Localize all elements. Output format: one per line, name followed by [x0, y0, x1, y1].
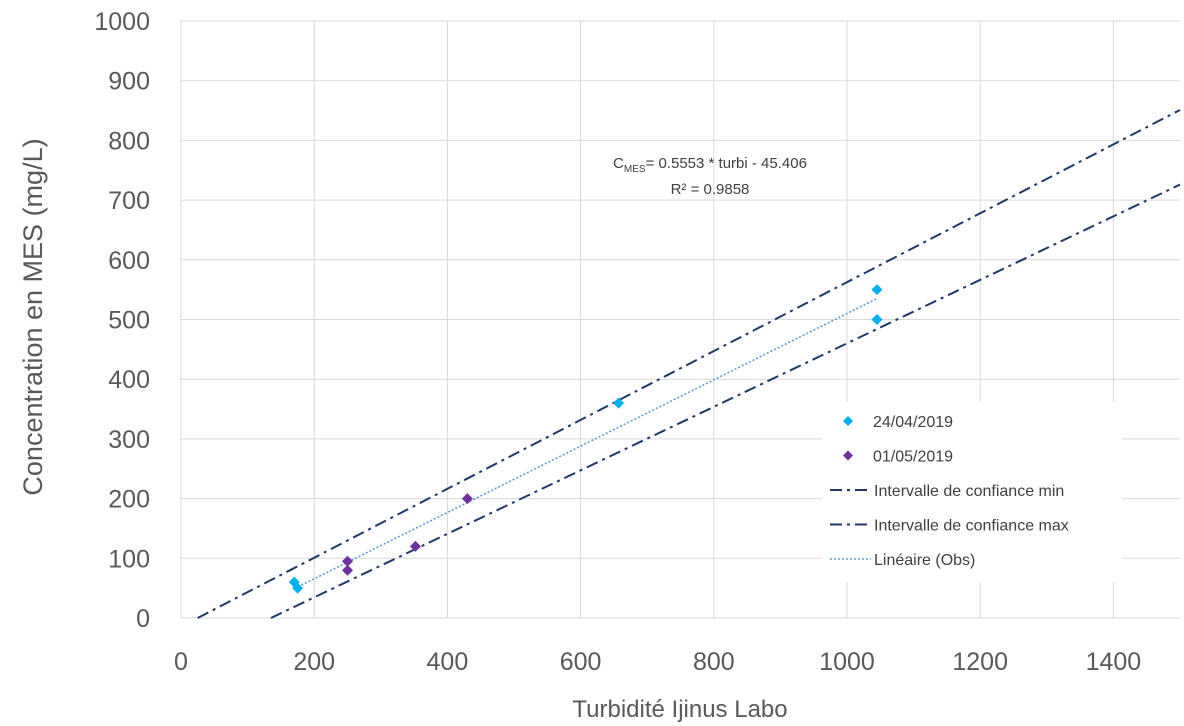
series-line-2 [197, 109, 1181, 619]
equation-subscript: MES [624, 164, 646, 175]
series-line-4 [293, 297, 878, 590]
y-tick-label: 500 [108, 307, 150, 335]
y-tick-label: 700 [108, 187, 150, 215]
y-tick-label: 1000 [94, 8, 150, 36]
data-point-series-1 [409, 540, 421, 552]
x-tick-label: 0 [174, 648, 188, 676]
x-tick-label: 800 [693, 648, 735, 676]
y-tick-label: 900 [108, 68, 150, 96]
regression-annotation: CMES= 0.5553 * turbi - 45.406 R² = 0.985… [613, 155, 807, 198]
y-tick-label: 0 [136, 605, 150, 633]
legend: 24/04/2019 01/05/2019 Intervalle de confia… [822, 402, 1122, 582]
equation-rest: = 0.5553 * turbi - 45.406 [646, 155, 807, 172]
x-tick-label: 1200 [952, 648, 1008, 676]
legend-label: 24/04/2019 [873, 414, 953, 431]
y-tick-labels: 0 100 200 300 400 500 600 700 800 900 1000 [94, 8, 150, 633]
y-tick-label: 400 [108, 366, 150, 394]
x-tick-label: 400 [427, 648, 469, 676]
series-line-3 [270, 183, 1181, 619]
legend-label: Intervalle de confiance max [874, 518, 1069, 535]
y-tick-label: 200 [108, 486, 150, 514]
legend-box [822, 402, 1122, 582]
data-point-series-0 [613, 397, 625, 409]
legend-marker [843, 416, 853, 426]
series-points [288, 284, 883, 594]
y-axis-title: Concentration en MES (mg/L) [18, 138, 48, 495]
legend-label: Intervalle de confiance min [874, 483, 1064, 500]
y-tick-label: 300 [108, 426, 150, 454]
data-point-series-0 [871, 314, 883, 325]
series-lines [197, 109, 1181, 619]
y-tick-label: 600 [108, 247, 150, 275]
legend-marker [843, 450, 853, 461]
x-tick-label: 600 [560, 648, 602, 676]
data-point-series-0 [871, 284, 883, 296]
data-point-series-1 [342, 555, 353, 567]
equation-c: C [613, 155, 624, 172]
data-point-series-1 [461, 493, 473, 505]
legend-label: Linéaire (Obs) [874, 552, 975, 569]
y-tick-label: 100 [108, 545, 150, 573]
r-squared-text: R² = 0.9858 [671, 181, 750, 198]
x-tick-label: 200 [293, 648, 335, 676]
x-axis-title: Turbidité Ijinus Labo [572, 696, 787, 723]
x-tick-label: 1000 [819, 648, 875, 676]
data-point-series-0 [292, 582, 304, 594]
x-tick-labels: 0 200 400 600 800 1000 1200 1400 [174, 648, 1141, 676]
y-tick-label: 800 [108, 127, 150, 155]
equation-text: CMES= 0.5553 * turbi - 45.406 [613, 155, 807, 175]
legend-label: 01/05/2019 [873, 449, 953, 466]
data-point-series-1 [342, 564, 353, 576]
grid [180, 20, 1180, 619]
x-tick-label: 1400 [1086, 648, 1142, 676]
